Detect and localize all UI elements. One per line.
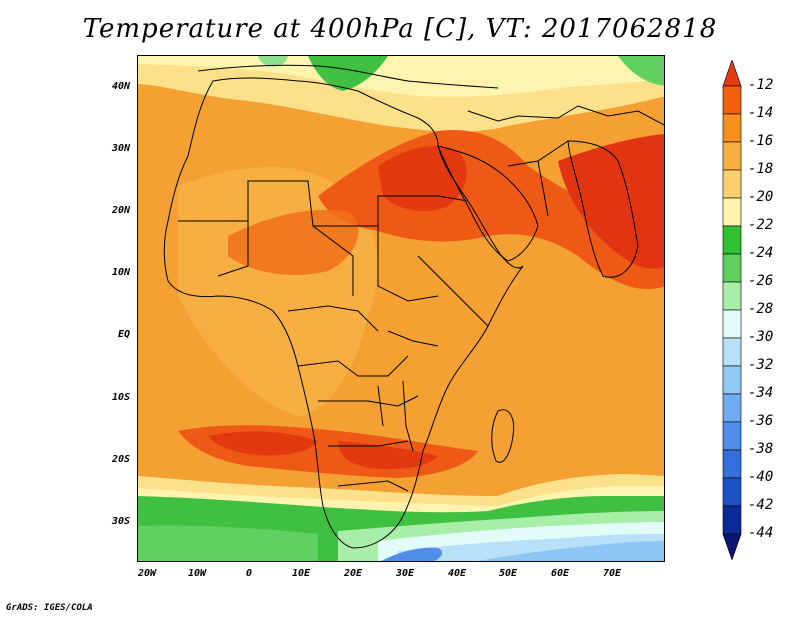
lon-label: 30E [395, 568, 415, 579]
colorbar-swatch [722, 197, 742, 227]
lon-label: 70E [602, 568, 622, 579]
colorbar-label: -22 [748, 217, 774, 233]
lat-label: EQ [117, 329, 130, 340]
colorbar-swatch [722, 421, 742, 451]
field-south-blue-3 [381, 547, 443, 561]
colorbar-swatch [722, 365, 742, 395]
madagascar-coastline [491, 409, 515, 463]
colorbar-swatch [722, 169, 742, 199]
lon-label: 60E [550, 568, 570, 579]
colorbar-label: -16 [748, 133, 774, 149]
field-north-green-3 [618, 56, 664, 86]
lat-label: 30N [111, 143, 130, 154]
colorbar-swatch [722, 59, 742, 87]
colorbar-swatch [722, 309, 742, 339]
colorbar-swatches [722, 59, 742, 561]
colorbar-swatch [722, 477, 742, 507]
lon-label: 50E [498, 568, 518, 579]
india-coastline [567, 140, 639, 278]
field-south-lightgreen [138, 525, 318, 561]
colorbar-label: -26 [748, 273, 774, 289]
africa-coastline [163, 77, 524, 549]
lat-label: 20N [111, 205, 130, 216]
colorbar-label: -32 [748, 357, 774, 373]
colorbar-swatch [722, 533, 742, 561]
field-hot-south [208, 431, 318, 456]
map-title: Temperature at 400hPa [C], VT: 201706281… [82, 14, 718, 44]
colorbar-label: -18 [748, 161, 774, 177]
colorbar-swatch [722, 113, 742, 143]
colorbar-swatch [722, 337, 742, 367]
lat-label: 30S [111, 516, 130, 527]
colorbar-swatch [722, 141, 742, 171]
temperature-map [137, 55, 665, 562]
field-south-blue-2 [478, 541, 664, 561]
lat-label: 40N [111, 81, 130, 92]
lon-label: 10E [291, 568, 311, 579]
colorbar-label: -14 [748, 105, 774, 121]
lon-label: 0 [245, 568, 253, 579]
lon-label: 20W [137, 568, 157, 579]
europe-coastline [197, 64, 499, 89]
colorbar-label: -44 [748, 525, 774, 541]
colorbar [722, 59, 742, 564]
colorbar-label: -28 [748, 301, 774, 317]
colorbar-swatch [722, 281, 742, 311]
colorbar-swatch [722, 393, 742, 423]
colorbar-swatch [722, 225, 742, 255]
lon-label: 40E [447, 568, 467, 579]
lat-label: 20S [111, 454, 130, 465]
colorbar-label: -38 [748, 441, 774, 457]
temperature-field [138, 56, 664, 561]
colorbar-swatch [722, 253, 742, 283]
colorbar-label: -40 [748, 469, 774, 485]
credit-text: GrADS: IGES/COLA [6, 603, 93, 613]
colorbar-label: -12 [748, 77, 774, 93]
field-north-green-1 [308, 56, 388, 91]
country-borders [163, 64, 664, 549]
field-north-green-2 [258, 56, 288, 67]
colorbar-label: -30 [748, 329, 774, 345]
lat-label: 10N [111, 267, 130, 278]
colorbar-label: -20 [748, 189, 774, 205]
field-hot-india [558, 134, 664, 269]
lon-label: 10W [187, 568, 207, 579]
colorbar-label: -36 [748, 413, 774, 429]
arabia-coastline [437, 145, 539, 262]
colorbar-swatch [722, 85, 742, 115]
colorbar-label: -42 [748, 497, 774, 513]
lon-label: 20E [343, 568, 363, 579]
colorbar-swatch [722, 449, 742, 479]
lat-label: 10S [111, 392, 130, 403]
colorbar-label: -34 [748, 385, 774, 401]
colorbar-label: -24 [748, 245, 774, 261]
field-hot-south-2 [338, 441, 438, 470]
colorbar-swatch [722, 505, 742, 535]
